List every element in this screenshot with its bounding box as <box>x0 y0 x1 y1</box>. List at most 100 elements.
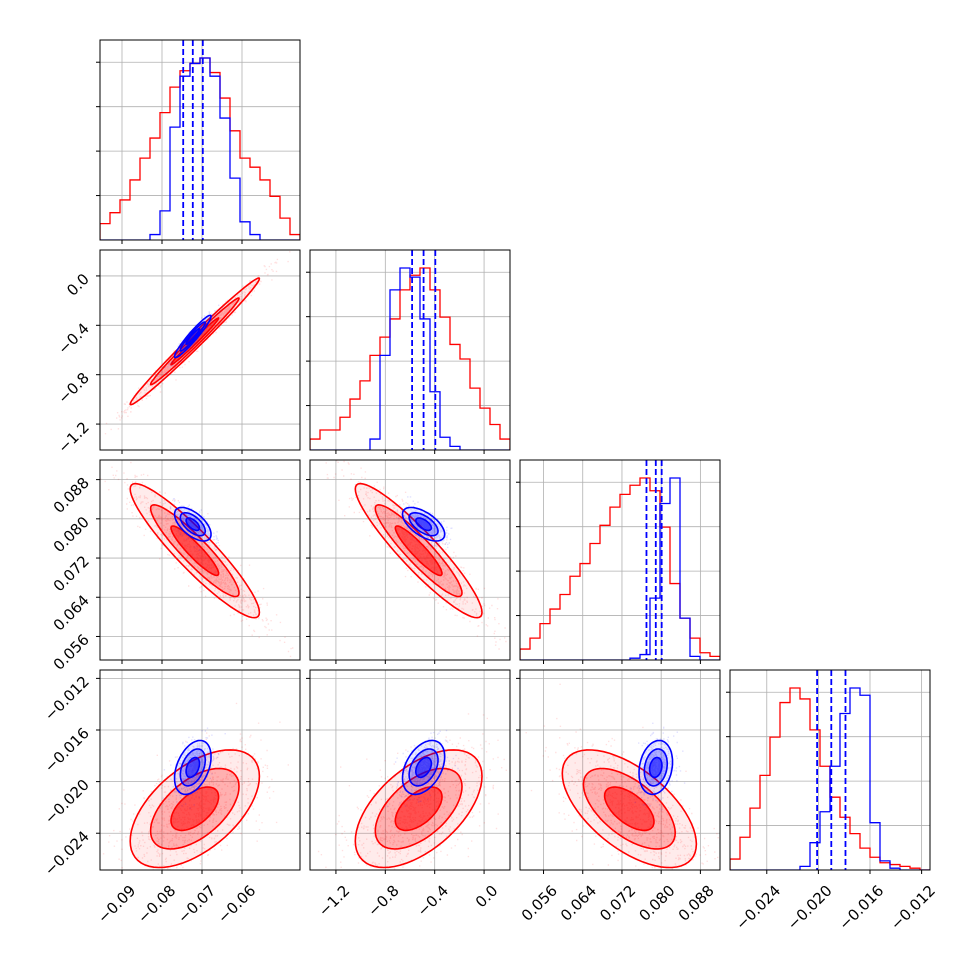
contour-line <box>415 517 433 532</box>
x-tick-label: −0.012 <box>887 882 939 934</box>
density-fill <box>415 518 432 531</box>
histogram-panel <box>100 40 300 240</box>
density-fill <box>402 507 445 541</box>
density-fill <box>186 328 200 345</box>
panel-frame <box>309 669 511 871</box>
contour-line <box>173 739 212 796</box>
x-tick-label: −0.08 <box>134 882 179 927</box>
y-tick-label: 0.064 <box>50 591 93 634</box>
x-tick-label: 0.064 <box>557 882 600 925</box>
density-fill <box>644 749 668 786</box>
contour-line <box>185 517 201 532</box>
density-fill <box>375 504 462 597</box>
x-tick-label: −1.2 <box>315 882 353 920</box>
contour-line <box>408 748 439 787</box>
contour-line <box>185 327 201 345</box>
contour-line <box>179 321 207 352</box>
density-fill <box>395 787 442 831</box>
panel-frame <box>729 669 931 871</box>
y-tick-label: −0.4 <box>54 319 92 357</box>
density-fill <box>402 740 445 795</box>
x-tick-label: 0.0 <box>472 882 502 912</box>
histogram-step <box>310 267 510 450</box>
y-tick-label: 0.056 <box>50 631 93 674</box>
density-fill <box>375 768 462 849</box>
contour-line <box>173 314 212 359</box>
contour-line <box>415 756 433 779</box>
contour-line <box>603 786 655 832</box>
density-fill <box>409 749 438 786</box>
contour-line <box>179 511 207 537</box>
density-fill <box>130 483 260 618</box>
density-fill <box>180 749 206 786</box>
contour-line <box>374 767 463 850</box>
panel-frame <box>309 459 511 661</box>
density-fill <box>150 504 239 597</box>
contour-line <box>179 748 207 787</box>
density-fill <box>171 787 219 831</box>
contour-line <box>129 482 261 619</box>
y-tick-label: 0.0 <box>63 270 93 300</box>
x-tick-label: −0.020 <box>784 882 836 934</box>
contour-line <box>561 749 698 869</box>
x-tick-label: −0.8 <box>364 882 402 920</box>
contour-line <box>170 525 220 577</box>
panel-frame <box>99 459 301 661</box>
histogram-step <box>100 57 300 240</box>
contour-line <box>648 756 663 779</box>
contour-line <box>374 503 463 598</box>
density-fill <box>409 512 438 536</box>
histogram-step <box>100 57 300 240</box>
contour-line <box>394 525 443 577</box>
density-fill <box>130 749 260 868</box>
x-tick-label: −0.07 <box>174 882 219 927</box>
y-tick-label: −0.8 <box>54 369 92 407</box>
density-fill <box>355 749 482 868</box>
histogram-step <box>310 267 510 450</box>
contour-line <box>401 506 446 542</box>
contour-line <box>582 767 677 850</box>
contour-line <box>129 749 261 869</box>
density-fill <box>649 757 662 778</box>
y-tick-label: 0.088 <box>50 474 93 517</box>
x-tick-label: −0.024 <box>732 882 784 934</box>
density-fill <box>174 315 211 358</box>
density-fill <box>150 768 239 849</box>
contour-line <box>354 482 483 619</box>
scatter-panel <box>520 670 720 870</box>
scatter-panel <box>100 670 300 870</box>
x-tick-label: 0.080 <box>635 882 678 925</box>
scatter-panel <box>310 460 510 660</box>
contour-line <box>149 503 240 598</box>
scatter-panel <box>310 670 510 870</box>
x-tick-label: −0.09 <box>94 882 139 927</box>
contour-line <box>149 767 240 850</box>
histogram-panel <box>520 460 720 660</box>
y-tick-label: −0.016 <box>41 724 93 776</box>
x-tick-label: 0.088 <box>675 882 718 925</box>
y-tick-label: −0.024 <box>41 827 93 879</box>
contour-line <box>354 749 483 869</box>
x-tick-label: −0.06 <box>214 882 259 927</box>
scatter-panel <box>100 250 300 450</box>
panel-frame <box>519 459 721 661</box>
y-tick-label: −1.2 <box>54 418 92 456</box>
x-tick-label: 0.056 <box>518 882 561 925</box>
density-fill <box>171 526 219 576</box>
density-fill <box>174 740 211 795</box>
y-tick-label: −0.012 <box>41 672 93 724</box>
contour-line <box>170 786 220 832</box>
density-fill <box>562 749 697 868</box>
contour-line <box>129 277 261 406</box>
x-tick-label: 0.072 <box>596 882 639 925</box>
panel-frame <box>99 39 301 241</box>
contour-line <box>643 748 669 787</box>
density-fill <box>639 740 673 795</box>
contour-line <box>401 739 446 796</box>
contour-line <box>170 317 220 366</box>
contour-line <box>408 511 439 537</box>
x-tick-label: −0.4 <box>414 882 452 920</box>
density-fill <box>180 322 206 351</box>
panel-frame <box>99 669 301 871</box>
